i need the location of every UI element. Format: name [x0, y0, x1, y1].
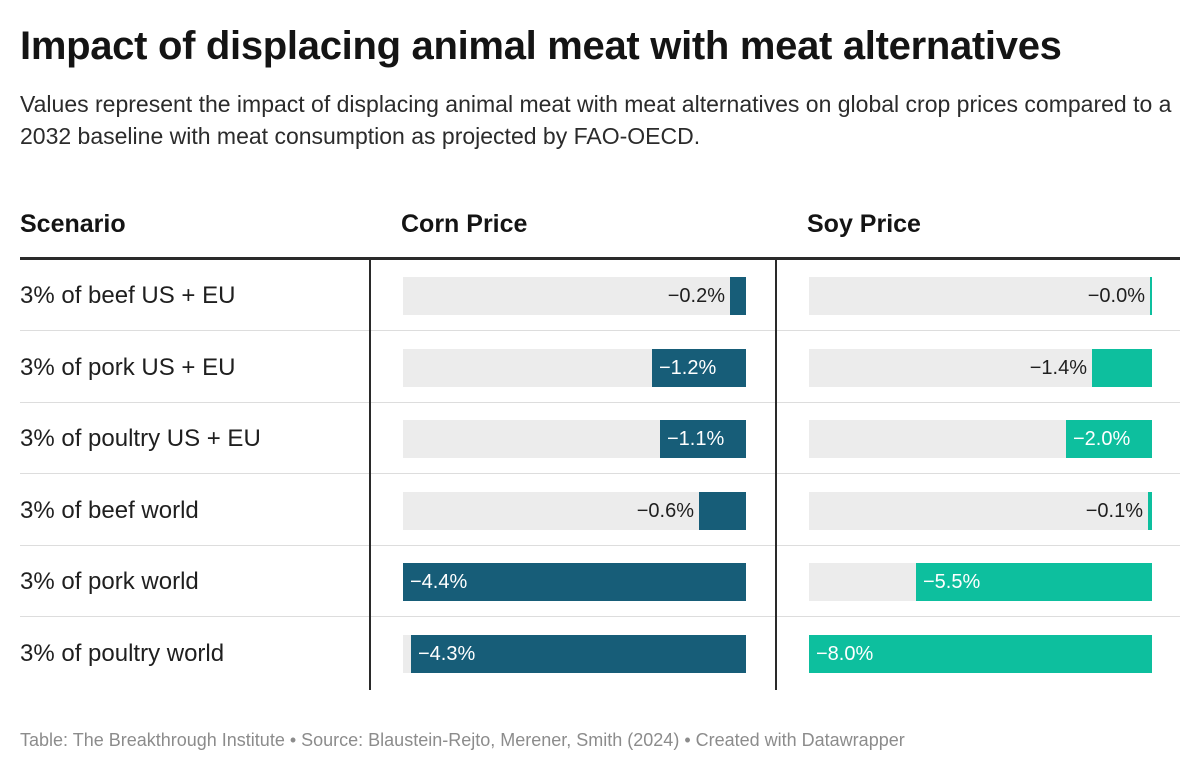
column-header-scenario: Scenario [20, 210, 126, 238]
row-separator [20, 330, 1180, 331]
corn-value-label: −1.1% [667, 428, 725, 450]
column-header-soy-price: Soy Price [807, 210, 921, 238]
corn-value-label: −4.4% [410, 571, 468, 593]
chart-title: Impact of displacing animal meat with me… [20, 24, 1062, 68]
soy-bar [809, 634, 1152, 673]
table-row: 3% of beef US + EU −0.2% −0.0% [20, 260, 1180, 331]
soy-value-label: −8.0% [816, 642, 874, 665]
chart-subtitle: Values represent the impact of displacin… [20, 91, 1172, 149]
soy-bar-track: −5.5% [809, 563, 1152, 601]
soy-value-label: −0.1% [1085, 499, 1143, 522]
corn-bar [699, 491, 746, 530]
scenario-label: 3% of beef US + EU [20, 282, 236, 309]
soy-bar-track: −2.0% [809, 420, 1152, 458]
table-row: 3% of pork world −4.4% −5.5% [20, 546, 1180, 617]
soy-bar [1066, 420, 1152, 458]
corn-bar-track: −4.4% [403, 563, 746, 601]
corn-bar-track: −0.6% [403, 491, 746, 530]
soy-bar [1148, 491, 1152, 530]
source-footer: Table: The Breakthrough Institute • Sour… [20, 730, 905, 750]
soy-value-label: −1.4% [1029, 356, 1087, 379]
corn-value-label: −0.6% [636, 499, 694, 522]
scenario-label: 3% of poultry world [20, 639, 225, 667]
corn-value-label: −1.2% [659, 356, 717, 379]
corn-bar-track: −1.2% [403, 348, 746, 387]
soy-value-label: −0.0% [1087, 285, 1145, 307]
corn-value-label: −4.3% [418, 642, 476, 665]
scenario-label: 3% of beef world [20, 496, 199, 524]
scenario-label: 3% of pork world [20, 568, 199, 595]
header-rule [20, 257, 1180, 260]
soy-value-label: −5.5% [923, 571, 981, 593]
soy-bar-track: −8.0% [809, 634, 1152, 673]
corn-bar [403, 563, 746, 601]
row-separator [20, 616, 1180, 617]
soy-bar-track: −1.4% [809, 348, 1152, 387]
soy-bar-track: −0.0% [809, 277, 1152, 315]
table-row: 3% of poultry world −4.3% −8.0% [20, 618, 1180, 689]
corn-bar-track: −0.2% [403, 277, 746, 315]
soy-bar [916, 563, 1152, 601]
corn-bar [730, 277, 746, 315]
table-row: 3% of pork US + EU −1.2% −1.4% [20, 332, 1180, 403]
corn-bar [652, 348, 746, 387]
table-row: 3% of poultry US + EU −1.1% −2.0% [20, 403, 1180, 474]
table-row: 3% of beef world −0.6% −0.1% [20, 475, 1180, 546]
column-divider-corn [369, 260, 371, 690]
corn-bar-track: −1.1% [403, 420, 746, 458]
corn-bar [660, 420, 746, 458]
soy-value-label: −2.0% [1073, 428, 1131, 450]
soy-bar [1092, 348, 1152, 387]
column-header-corn-price: Corn Price [401, 210, 528, 238]
soy-bar-track: −0.1% [809, 491, 1152, 530]
row-separator [20, 544, 1180, 546]
scenario-label: 3% of pork US + EU [20, 353, 236, 381]
soy-bar [1150, 277, 1152, 315]
corn-value-label: −0.2% [667, 285, 725, 307]
corn-bar [411, 634, 746, 673]
row-separator [20, 473, 1180, 474]
row-separator [20, 401, 1180, 403]
column-divider-soy [775, 260, 777, 690]
corn-bar-track: −4.3% [403, 634, 746, 673]
scenario-label: 3% of poultry US + EU [20, 425, 261, 452]
